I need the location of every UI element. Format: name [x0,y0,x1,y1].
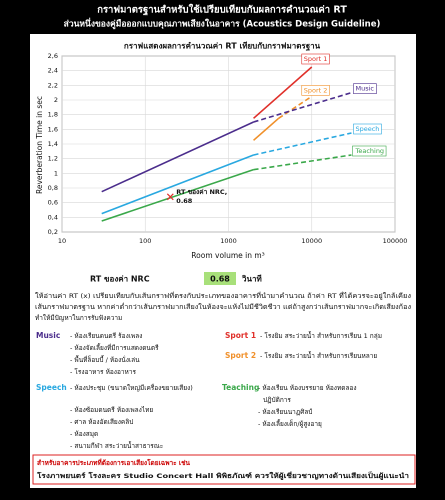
series-label: Speech [355,125,379,133]
chart-title: กราฟแสดงผลการคำนวณค่า RT เทียบกับกราฟมาต… [124,41,321,52]
line-segment [253,117,280,141]
point-label: RT ของค่า NRC, [176,188,227,196]
group-item: - ห้องเรียนดนตรี ร้องเพลง [70,332,142,340]
y-tick-label: 0,2 [48,228,58,236]
group-item: - พื้นที่ล็อบบี้ / ห้องนั่งเล่น [70,355,140,364]
paragraph-line: เส้นกราฟมาตรฐาน หากค่าต่ำกว่าเส้นกราฟมาก… [35,302,411,311]
series-label: Sport 2 [304,86,328,94]
group-item: - โรงยิม สระว่ายน้ำ สำหรับการเรียนหลาย [260,351,377,360]
group-item: - ศาล ห้องอัดเสียงคลิป [70,418,133,426]
x-tick-label: 100000 [383,237,408,245]
y-tick-label: 1,8 [48,111,58,119]
group-name: Sport 1 [225,331,256,340]
group-name: Sport 2 [225,351,256,360]
page-subtitle: ส่วนหนึ่งของคู่มือออกแบบคุณภาพเสียงในอาค… [64,17,381,30]
group-item: - ห้องเรียนนาฏศิลป์ [258,408,312,416]
group-item: - ห้องเลี้ยงเด็ก/ผู้สูงอายุ [258,419,322,428]
line-segment [101,154,254,215]
note-line: โรงภาพยนตร์ โรงละคร Studio Concert Hall … [36,470,410,481]
line-segment [278,95,313,119]
group-item: - ห้องเรียน ห้องบรรยาย ห้องทดลอง [258,384,357,392]
group-item: - ห้องจัดเลี้ยงที่มีการแสดงดนตรี [70,343,159,352]
line-segment [253,66,313,119]
group-item: - โรงอาหาร ห้องอาหาร [70,368,136,376]
series-label-box [353,123,382,135]
series-label: Music [355,85,374,93]
series-label-box [301,85,330,96]
series-label: Sport 1 [304,55,328,63]
paragraph-line: ทำให้มีปัญหาในการรับฟังความ [35,314,122,322]
x-tick-label: 10000 [301,237,322,245]
point-marker [166,193,174,201]
result-label: RT ของค่า NRC [90,275,150,284]
group-item: - ห้องประชุม (ขนาดใหญ่มีเครื่องขยายเสียง… [70,383,193,392]
y-tick-label: 1,4 [48,140,58,148]
y-tick-label: 0,8 [48,184,58,192]
group-item: - ห้องซ้อมดนตรี ห้องเพลงไทย [70,406,153,414]
note-line: สำหรับอาคารประเภทที่ต้องการเอาเสียงโดยเฉ… [37,457,191,467]
y-tick-label: 1,2 [48,155,58,163]
group-item: - ห้องสมุด [70,430,98,438]
group-name: Teaching [222,383,259,392]
result-unit: วินาที [241,274,261,284]
y-tick-label: 1,6 [48,125,58,133]
line-segment [253,91,352,123]
x-tick-label: 10 [58,237,66,245]
group-item: - สนามกีฬา สระว่ายน้ำสาธารณะ [70,441,163,450]
line-segment [253,132,352,156]
x-tick-label: 1000 [220,237,237,245]
result-value: 0.68 [210,275,230,284]
y-tick-label: 0,6 [48,199,58,207]
group-item: - โรงยิม สระว่ายน้ำ สำหรับการเรียน 1 กลุ… [260,331,382,340]
line-segment [101,121,254,193]
series-label-box [353,83,377,94]
series-label-box [352,145,387,157]
line-segment [101,168,254,222]
line-segment [253,154,352,171]
y-axis-label: Reverberation Time in sec [35,96,44,194]
y-tick-label: 2,2 [48,81,58,89]
group-name: Music [36,331,60,340]
point-value: 0.68 [176,197,193,205]
note-box [32,454,416,485]
x-axis-label: Room volume in m³ [191,251,264,260]
y-tick-label: 2,6 [48,52,58,60]
y-tick-label: 0,4 [48,213,58,221]
group-name: Speech [36,383,67,392]
page-title: กราฟมาตรฐานสำหรับใช้เปรียบเทียบกับผลการค… [97,4,347,16]
series-label-box [301,53,330,65]
y-tick-label: 1 [54,169,58,177]
result-box [204,272,236,285]
x-tick-label: 100 [139,237,151,245]
y-tick-label: 2,4 [48,67,58,75]
y-tick-label: 2 [54,96,58,104]
series-label: Teaching [354,147,384,155]
group-item: ปฏิบัติการ [263,396,291,404]
paragraph-line: ให้อ่านค่า RT (x) เปรียบเทียบกับเส้นกราฟ… [35,291,411,300]
